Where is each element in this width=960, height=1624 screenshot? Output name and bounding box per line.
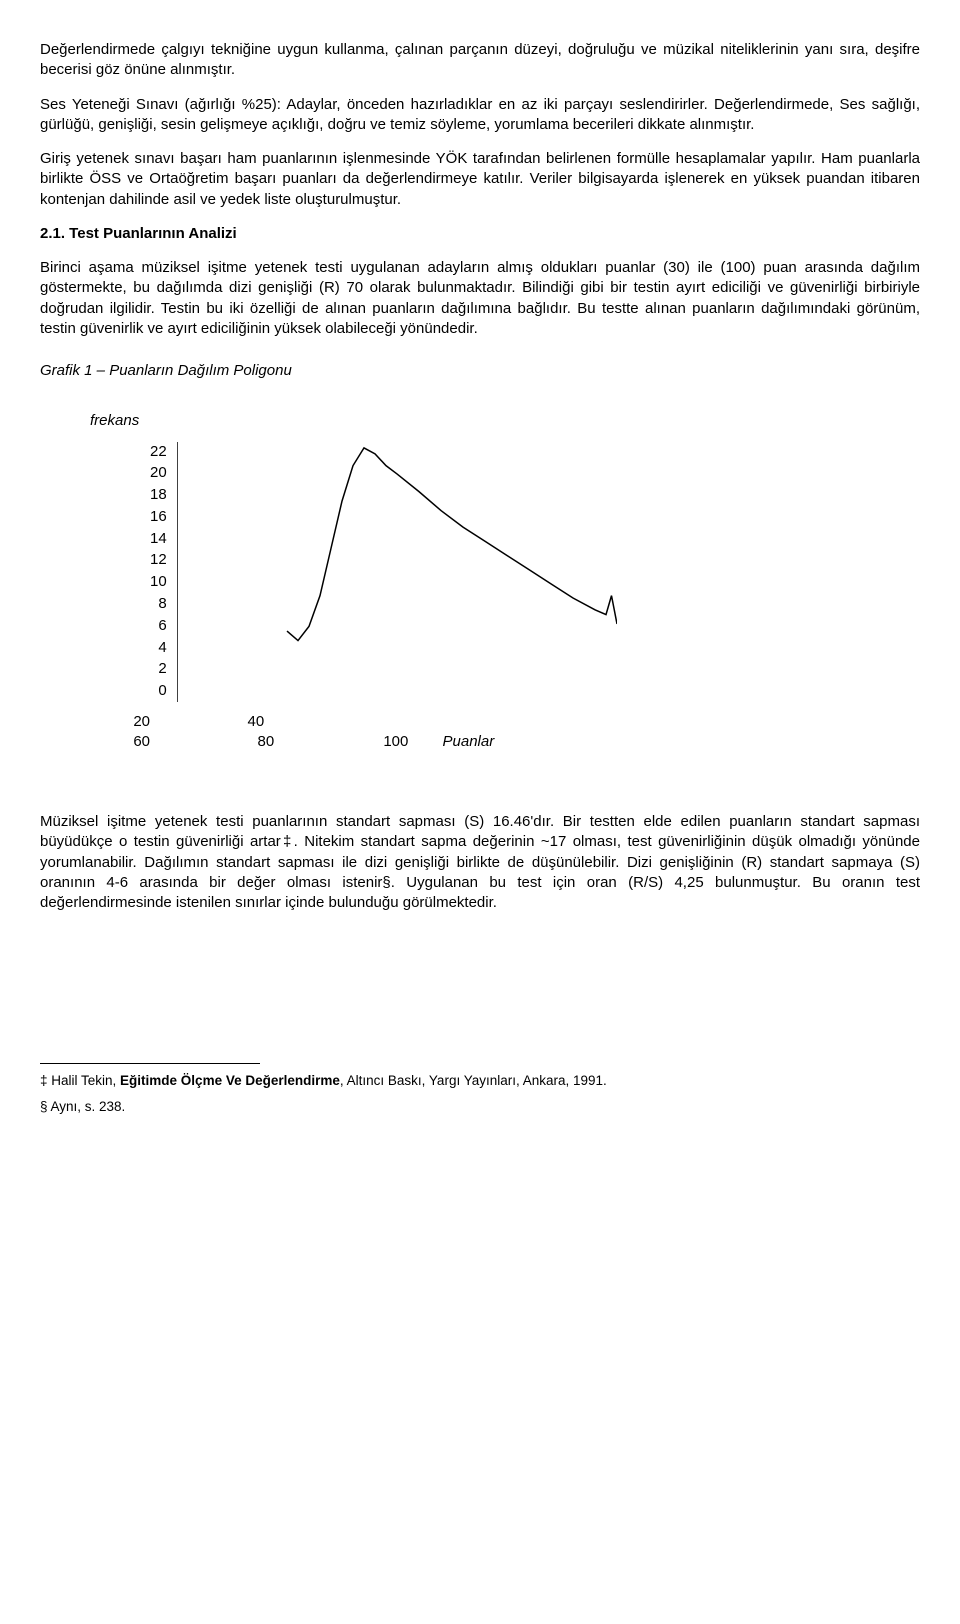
xtick-row-2: 60 80 100 Puanlar: [110, 732, 920, 752]
footnote-2: § Aynı, s. 238.: [40, 1098, 840, 1116]
footnote-1-post: , Altıncı Baskı, Yargı Yayınları, Ankara…: [340, 1073, 607, 1088]
section-heading: 2.1. Test Puanlarının Analizi: [40, 224, 920, 244]
y-axis-ticks: 22 20 18 16 14 12 10 8 6 4 2 0: [150, 442, 177, 702]
paragraph-4: Birinci aşama müziksel işitme yetenek te…: [40, 258, 920, 339]
ytick: 20: [150, 463, 167, 483]
xtick: 100: [288, 732, 408, 752]
page-root: Değerlendirmede çalgıyı tekniğine uygun …: [0, 0, 960, 1177]
y-axis-label: frekans: [90, 411, 920, 431]
chart-title: Grafik 1 – Puanların Dağılım Poligonu: [40, 361, 920, 381]
xtick: 20: [110, 712, 150, 732]
paragraph-2: Ses Yeteneği Sınavı (ağırlığı %25): Aday…: [40, 95, 920, 136]
ytick: 8: [150, 594, 167, 614]
ytick: 22: [150, 442, 167, 462]
ytick: 16: [150, 507, 167, 527]
ytick: 0: [150, 681, 167, 701]
paragraph-5: Müziksel işitme yetenek testi puanlarını…: [40, 812, 920, 913]
chart-container: frekans 22 20 18 16 14 12 10 8 6 4 2 0 2…: [40, 411, 920, 752]
paragraph-3: Giriş yetenek sınavı başarı ham puanları…: [40, 149, 920, 210]
ytick: 2: [150, 659, 167, 679]
xtick: 60: [110, 732, 150, 752]
footnote-1: ‡ Halil Tekin, Eğitimde Ölçme Ve Değerle…: [40, 1072, 840, 1090]
x-axis-ticks: 20 40 60 80 100 Puanlar: [110, 712, 920, 753]
x-axis-label: Puanlar: [443, 732, 495, 752]
footnote-1-book: Eğitimde Ölçme Ve Değerlendirme: [120, 1073, 340, 1088]
ytick: 6: [150, 616, 167, 636]
chart-row: 22 20 18 16 14 12 10 8 6 4 2 0: [40, 442, 920, 702]
ytick: 4: [150, 638, 167, 658]
line-chart: [177, 442, 617, 702]
ytick: 12: [150, 550, 167, 570]
footnote-1-pre: ‡ Halil Tekin,: [40, 1073, 120, 1088]
xtick: 40: [194, 712, 264, 732]
paragraph-1: Değerlendirmede çalgıyı tekniğine uygun …: [40, 40, 920, 81]
ytick: 18: [150, 485, 167, 505]
xtick: 80: [164, 732, 274, 752]
footnote-rule: [40, 1063, 260, 1064]
ytick: 10: [150, 572, 167, 592]
xtick-row-1: 20 40: [110, 712, 920, 732]
ytick: 14: [150, 529, 167, 549]
